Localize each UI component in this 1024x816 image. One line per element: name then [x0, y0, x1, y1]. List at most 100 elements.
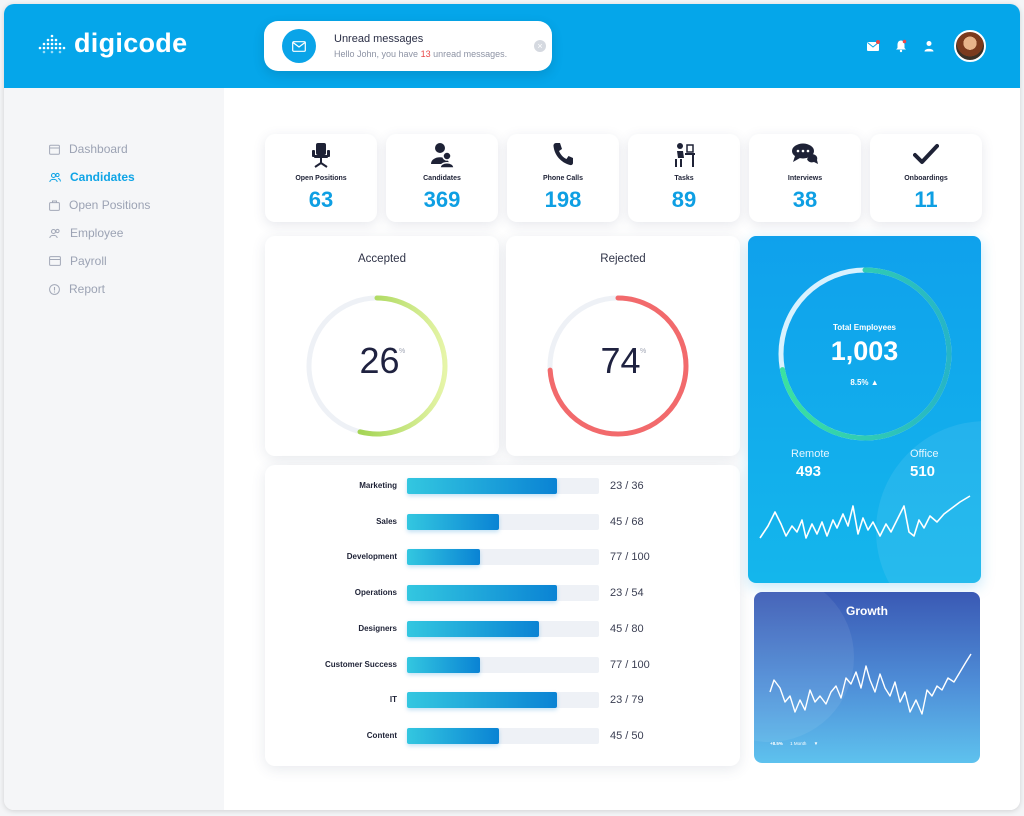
department-row[interactable]: Customer Success 77 / 100 [265, 656, 735, 677]
employees-growth: 8.5% ▲ [850, 378, 879, 387]
department-value: 23 / 79 [610, 694, 644, 707]
chair-icon [312, 143, 330, 168]
chat-icon [792, 143, 818, 164]
growth-footer: +8.5% 1 Month ▼ [770, 741, 824, 746]
remote-value: 493 [796, 463, 822, 480]
stat-label: Phone Calls [542, 175, 584, 182]
unread-count: 13 [420, 49, 431, 59]
employees-arc [778, 267, 952, 441]
department-track [407, 727, 599, 744]
stat-value: 89 [671, 187, 697, 212]
rejected-gauge [547, 295, 689, 437]
department-track [407, 478, 599, 494]
sidebar-item-label: Candidates [70, 170, 135, 184]
sidebar-item-employee[interactable]: Employee [49, 226, 123, 240]
stat-label: Open Positions [295, 175, 347, 182]
stat-label: Onboardings [904, 175, 948, 182]
department-fill [407, 727, 500, 744]
department-row[interactable]: IT 23 / 79 [265, 692, 735, 712]
employees-ring [759, 267, 971, 539]
gauge-unit: % [399, 348, 406, 355]
department-fill [407, 585, 557, 602]
growth-title: Growth [846, 604, 888, 618]
employees-sparkline [759, 495, 971, 539]
desk-icon [675, 143, 695, 167]
total-employees-card[interactable]: Total Employees 1,003 8.5% ▲ Remote 493 … [748, 236, 981, 583]
department-row[interactable]: Development 77 / 100 [265, 549, 735, 569]
rejected-gauge-card[interactable]: Rejected 74 % [506, 236, 740, 456]
department-track [407, 620, 599, 637]
stat-card-onboardings[interactable]: Onboardings 11 [870, 134, 982, 222]
notification-message: Hello John, you have 13 unread messages. [334, 49, 507, 59]
gauge-title: Rejected [600, 253, 646, 265]
sidebar-item-payroll[interactable]: Payroll [49, 254, 107, 268]
department-track [407, 692, 599, 709]
sidebar-item-label: Employee [70, 226, 124, 240]
sidebar: Dashboard Candidates Open Positions Empl… [4, 88, 224, 810]
calendar-icon [49, 144, 60, 155]
department-value: 23 / 36 [610, 480, 644, 492]
department-fill [407, 549, 480, 566]
growth-foot-value: +8.5% [770, 741, 783, 746]
top-header: digicode Unread messages Hello John, you… [4, 4, 1020, 88]
stat-card-interviews[interactable]: Interviews 38 [749, 134, 861, 222]
users-icon [49, 172, 61, 182]
briefcase-icon [49, 200, 60, 211]
sidebar-item-label: Report [69, 282, 106, 296]
department-value: 45 / 80 [610, 622, 644, 635]
logo-text: digicode [74, 28, 188, 58]
accepted-gauge-card[interactable]: Accepted 26 % [265, 236, 499, 456]
employee-icon [49, 228, 60, 238]
bell-icon[interactable] [894, 39, 908, 53]
avatar[interactable] [954, 30, 986, 62]
notification-title: Unread messages [334, 33, 424, 45]
stat-value: 38 [792, 187, 818, 212]
main-content: Open Positions 63 Candidates 369 Phone C… [224, 88, 1020, 810]
logo[interactable]: digicode [36, 28, 187, 59]
chevron-down-icon[interactable]: ▼ [813, 741, 819, 746]
gauge-title: Accepted [358, 253, 406, 265]
envelope-icon [282, 29, 316, 63]
office-value: 510 [910, 463, 936, 480]
card-icon [49, 256, 61, 266]
stat-value: 198 [544, 187, 582, 212]
gauge-value: 74 [600, 340, 641, 381]
department-label: IT [389, 695, 397, 705]
department-label: Development [346, 552, 397, 562]
remote-label: Remote [791, 448, 830, 460]
department-value: 77 / 100 [610, 658, 650, 671]
stat-value: 63 [308, 187, 334, 212]
stat-value: 11 [914, 187, 938, 212]
department-row[interactable]: Sales 45 / 68 [265, 513, 735, 534]
department-track [407, 585, 599, 602]
department-row[interactable]: Content 45 / 50 [265, 727, 735, 748]
department-fill [407, 478, 557, 494]
sidebar-item-open-positions[interactable]: Open Positions [49, 198, 150, 212]
department-row[interactable]: Designers 45 / 80 [265, 620, 735, 641]
sidebar-item-report[interactable]: Report [49, 282, 105, 296]
growth-card[interactable]: Growth +8.5% 1 Month ▼ [754, 592, 980, 763]
department-row[interactable]: Operations 23 / 54 [265, 585, 735, 605]
office-label: Office [910, 448, 939, 460]
mail-icon[interactable] [866, 39, 880, 53]
stat-label: Interviews [787, 175, 823, 182]
stat-value: 369 [423, 187, 461, 212]
stat-card-phone-calls[interactable]: Phone Calls 198 [507, 134, 619, 222]
stat-label: Tasks [674, 175, 694, 182]
department-value: 23 / 54 [610, 587, 644, 600]
user-icon[interactable] [922, 39, 936, 53]
department-row[interactable]: Marketing 23 / 36 [265, 478, 735, 498]
stat-card-tasks[interactable]: Tasks 89 [628, 134, 740, 222]
department-label: Marketing [359, 481, 397, 490]
stat-label: Candidates [423, 175, 461, 182]
app-window: digicode Unread messages Hello John, you… [4, 4, 1020, 810]
stat-card-open-positions[interactable]: Open Positions 63 [265, 134, 377, 222]
stat-card-candidates[interactable]: Candidates 369 [386, 134, 498, 222]
sidebar-item-candidates[interactable]: Candidates [49, 170, 135, 184]
department-fill [407, 692, 557, 709]
sidebar-item-dashboard[interactable]: Dashboard [49, 142, 128, 156]
close-icon[interactable]: × [534, 40, 546, 52]
unread-messages-notification[interactable]: Unread messages Hello John, you have 13 … [264, 21, 552, 71]
department-track [407, 513, 599, 530]
sidebar-item-label: Payroll [70, 254, 107, 268]
